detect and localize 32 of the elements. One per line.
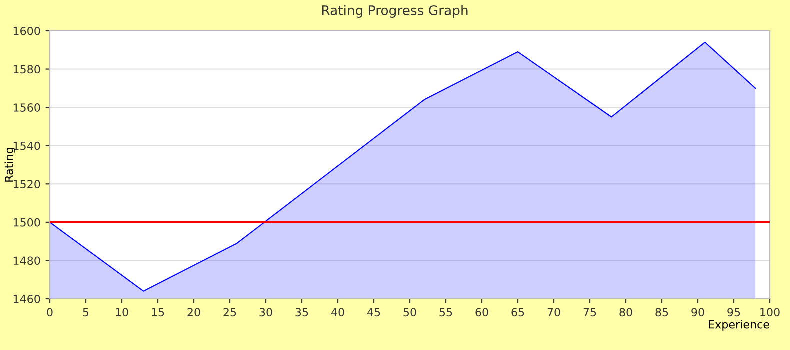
- x-tick-label: 60: [476, 308, 488, 317]
- x-tick-label: 70: [548, 308, 560, 317]
- x-tick-label: 5: [83, 308, 89, 317]
- x-tick-label: 15: [152, 308, 164, 317]
- x-tick-label: 30: [260, 308, 272, 317]
- y-tick-label: 1600: [14, 26, 40, 36]
- x-tick-label: 20: [188, 308, 200, 317]
- y-tick-label: 1520: [14, 180, 40, 189]
- x-tick-label: 10: [116, 308, 128, 317]
- x-tick-label: 75: [584, 308, 596, 317]
- x-axis-title: Experience: [709, 320, 770, 331]
- x-tick-label: 80: [620, 308, 632, 317]
- x-tick-label: 65: [512, 308, 524, 317]
- y-tick-label: 1500: [14, 218, 40, 227]
- x-tick-label: 45: [367, 308, 380, 317]
- x-tick-label: 40: [331, 308, 344, 317]
- y-tick-label: 1560: [14, 104, 40, 112]
- x-tick-label: 85: [656, 308, 668, 317]
- x-tick-label: 35: [296, 308, 308, 317]
- x-tick-label: 0: [47, 308, 53, 317]
- y-tick-label: 1540: [14, 142, 40, 150]
- y-tick-label: 1460: [14, 294, 40, 304]
- chart-title: Rating Progress Graph: [322, 5, 468, 18]
- x-tick-label: 55: [440, 308, 452, 317]
- x-tick-label: 50: [404, 308, 416, 317]
- x-tick-label: 100: [760, 308, 780, 317]
- x-tick-label: 90: [692, 308, 704, 317]
- y-tick-label: 1480: [14, 256, 40, 266]
- y-tick-label: 1580: [14, 65, 40, 74]
- x-tick-label: 25: [224, 308, 236, 317]
- y-axis-title: Rating: [4, 148, 16, 182]
- x-tick-label: 95: [728, 308, 740, 317]
